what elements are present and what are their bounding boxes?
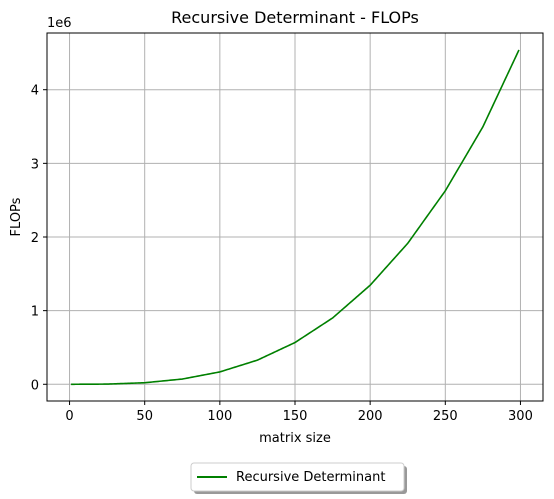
y-tick-label: 0: [31, 378, 39, 393]
y-tick-label: 1: [31, 305, 39, 320]
series-line: [71, 49, 520, 386]
x-tick-label: 50: [136, 409, 153, 424]
legend-label-recursive-determinant: Recursive Determinant: [236, 470, 385, 485]
chart-title: Recursive Determinant - FLOPs: [171, 8, 419, 27]
legend-box: [190, 462, 405, 492]
y-tick-label: 4: [31, 84, 39, 99]
y-tick-label: 2: [31, 231, 39, 246]
y-offset-label: 1e6: [47, 16, 72, 31]
x-tick-label: 300: [508, 409, 533, 424]
x-tick-label: 250: [433, 409, 458, 424]
y-tick-label: 3: [31, 157, 39, 172]
x-axis-title: matrix size: [259, 431, 331, 446]
legend: Recursive Determinant: [190, 462, 407, 494]
y-axis-title: FLOPs: [9, 197, 24, 236]
x-tick-label: 100: [207, 409, 232, 424]
x-tick-label: 200: [358, 409, 383, 424]
grid-lines: [47, 33, 543, 401]
x-tick-label: 150: [283, 409, 308, 424]
x-tick-label: 0: [65, 409, 73, 424]
x-axis: 0 50 100 150 200 250 300: [65, 401, 533, 424]
y-axis: 0 1 2 3 4: [31, 84, 47, 393]
series-layer: [71, 49, 520, 386]
